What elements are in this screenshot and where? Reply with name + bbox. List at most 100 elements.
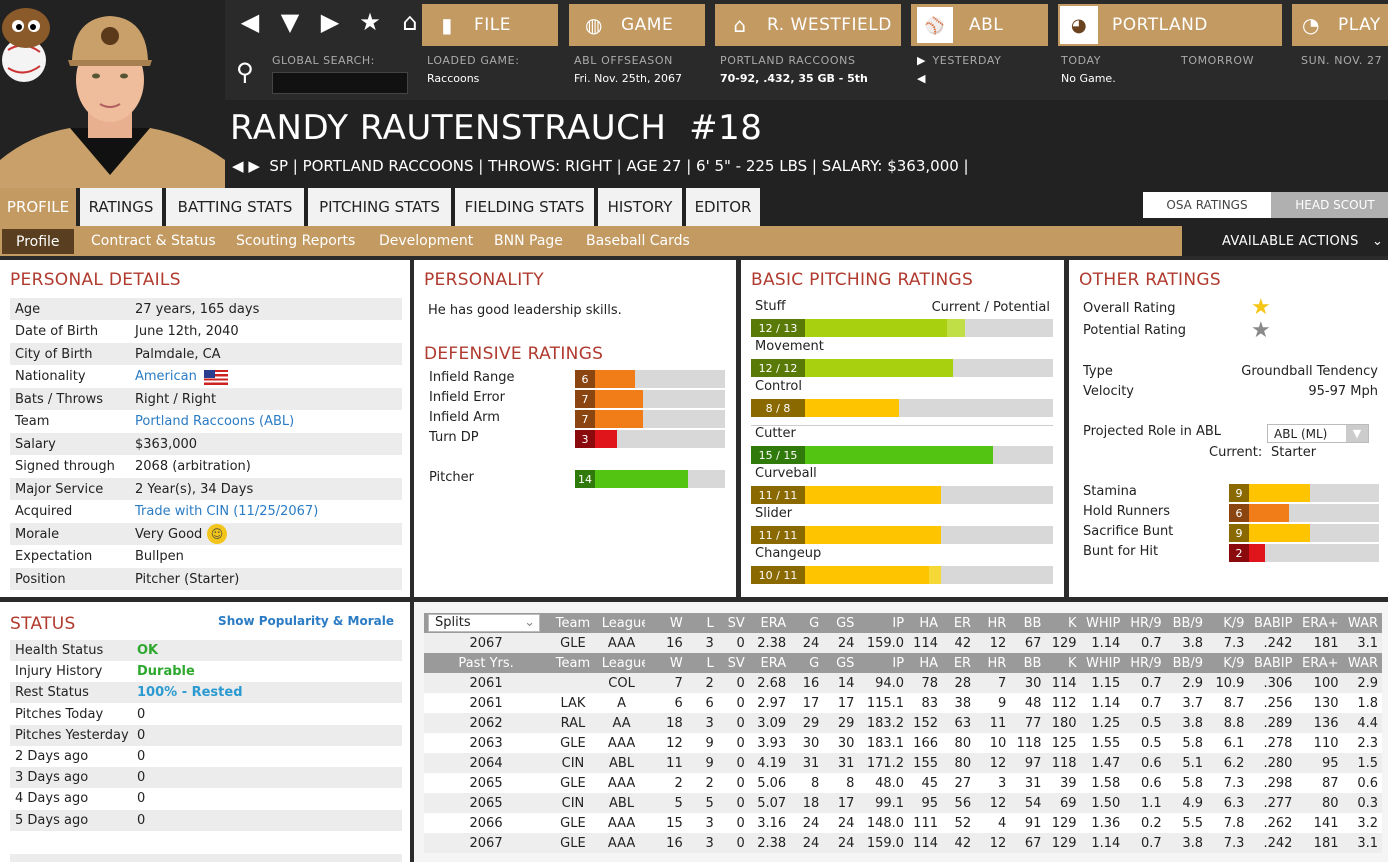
file-button[interactable]: ▮ FILE [422, 4, 558, 46]
stats-cell: .262 [1248, 813, 1297, 833]
stats-column-header[interactable]: G [790, 653, 824, 673]
head-scout-toggle[interactable]: HEAD SCOUT [1271, 192, 1388, 218]
stats-column-header[interactable]: Team [548, 613, 598, 633]
column-header-label: IP [892, 655, 905, 671]
dropdown-icon[interactable]: ▼ [280, 8, 300, 36]
next-player-icon[interactable]: ▶ [248, 157, 260, 175]
team-button[interactable]: ◕ PORTLAND [1058, 4, 1282, 46]
stats-column-header[interactable]: HA [908, 613, 942, 633]
stats-column-header[interactable]: WAR [1342, 613, 1382, 633]
home-icon[interactable]: ⌂ [402, 8, 418, 36]
projected-role-select[interactable]: ABL (ML) ▼ [1267, 424, 1369, 443]
detail-value: June 12th, 2040 [135, 324, 239, 339]
stats-column-header[interactable]: ERA [748, 653, 791, 673]
manager-button[interactable]: ⌂ R. WESTFIELD [715, 4, 901, 46]
tab-editor[interactable]: EDITOR [686, 188, 762, 226]
tab-batting-stats[interactable]: BATTING STATS [166, 188, 306, 226]
info-label: TOMORROW [1181, 54, 1255, 67]
subnav-contract-status[interactable]: Contract & Status [91, 233, 216, 249]
star-icon[interactable]: ★ [359, 8, 381, 36]
stats-column-header[interactable]: League [597, 613, 646, 633]
rating-value: 6 [1229, 504, 1249, 522]
stats-column-header[interactable]: SV [717, 653, 749, 673]
tab-fielding-stats[interactable]: FIELDING STATS [455, 188, 596, 226]
detail-label: Salary [15, 436, 56, 452]
show-popularity-morale-link[interactable]: Show Popularity & Morale [218, 614, 394, 628]
column-header-label: BB [1023, 655, 1042, 671]
stats-column-header[interactable]: ER [942, 613, 976, 633]
stats-cell: 2.68 [748, 673, 791, 693]
search-icon[interactable]: ⚲ [236, 58, 254, 86]
detail-row: Signed through 2068 (arbitration) [10, 456, 402, 478]
stats-column-header[interactable]: W [645, 613, 687, 633]
stats-column-header[interactable]: BABIP [1248, 613, 1297, 633]
stats-column-header[interactable]: SV [717, 613, 749, 633]
stats-column-header[interactable]: BABIP [1248, 653, 1297, 673]
detail-value[interactable]: Portland Raccoons (ABL) [135, 414, 295, 429]
column-header-label: HR/9 [1130, 655, 1162, 671]
velocity-label: Velocity [1083, 384, 1134, 399]
stats-column-header[interactable]: G [790, 613, 824, 633]
stats-column-header[interactable]: L [686, 653, 718, 673]
stats-column-header[interactable]: ER [942, 653, 976, 673]
subnav-scouting-reports[interactable]: Scouting Reports [236, 233, 356, 249]
detail-value[interactable]: American [135, 369, 197, 384]
global-search-input[interactable] [272, 72, 408, 94]
stats-column-header[interactable]: HR/9 [1124, 653, 1166, 673]
stats-column-header[interactable]: HR [975, 653, 1011, 673]
status-value: 0 [137, 770, 146, 786]
stats-cell: 2 [686, 773, 718, 793]
status-row: Pitches Today 0 [10, 704, 402, 725]
prev-player-icon[interactable]: ◀ [232, 157, 244, 175]
stats-column-header[interactable]: HR/9 [1124, 613, 1166, 633]
stats-column-header[interactable]: IP [858, 653, 909, 673]
stats-column-header[interactable]: Team [548, 653, 598, 673]
stats-column-header[interactable]: K/9 [1207, 653, 1249, 673]
stats-cell: 4.19 [748, 753, 791, 773]
play-button[interactable]: ◔ PLAY [1292, 4, 1388, 46]
stats-column-header[interactable]: ERA [748, 613, 791, 633]
subnav-development[interactable]: Development [379, 233, 474, 249]
osa-ratings-toggle[interactable]: OSA RATINGS [1143, 192, 1271, 218]
subnav-bnn-page[interactable]: BNN Page [494, 233, 563, 249]
splits-select[interactable]: Splits ⌄ [428, 614, 540, 632]
back-arrow-icon[interactable]: ◀ [240, 8, 260, 36]
stats-cell: 3 [686, 633, 718, 653]
stats-column-header[interactable]: HR [975, 613, 1011, 633]
stats-cell: 0.6 [1342, 773, 1382, 793]
stats-column-header[interactable]: BB [1010, 613, 1046, 633]
stats-cell: 3.8 [1165, 713, 1208, 733]
stats-column-header[interactable]: ERA+ [1296, 653, 1343, 673]
stats-column-header[interactable]: GS [823, 653, 859, 673]
tab-ratings[interactable]: RATINGS [80, 188, 164, 226]
pitch-rating-value: 15 / 15 [751, 446, 805, 464]
available-actions-menu[interactable]: AVAILABLE ACTIONS ⌄ [1182, 226, 1388, 256]
tab-pitching-stats[interactable]: PITCHING STATS [308, 188, 453, 226]
next-arrow-icon[interactable]: ▶ [917, 54, 926, 67]
forward-arrow-icon[interactable]: ▶ [320, 8, 340, 36]
subnav-profile[interactable]: Profile [2, 229, 74, 254]
stats-column-header[interactable]: BB [1010, 653, 1046, 673]
stats-column-header[interactable]: League [597, 653, 646, 673]
stats-column-header[interactable]: K [1045, 613, 1081, 633]
stats-column-header[interactable]: IP [858, 613, 909, 633]
subnav-baseball-cards[interactable]: Baseball Cards [586, 233, 690, 249]
game-button[interactable]: ◍ GAME [569, 4, 705, 46]
stats-column-header[interactable]: K/9 [1207, 613, 1249, 633]
tab-history[interactable]: HISTORY [598, 188, 684, 226]
stats-column-header[interactable]: W [645, 653, 687, 673]
stats-column-header[interactable]: ERA+ [1296, 613, 1343, 633]
stats-column-header[interactable]: BB/9 [1165, 613, 1208, 633]
prev-arrow-icon[interactable]: ◀ [917, 72, 926, 85]
stats-column-header[interactable]: HA [908, 653, 942, 673]
stats-column-header[interactable]: K [1045, 653, 1081, 673]
stats-column-header[interactable]: BB/9 [1165, 653, 1208, 673]
tab-profile[interactable]: PROFILE [0, 188, 78, 226]
stats-column-header[interactable]: WHIP [1080, 613, 1125, 633]
stats-column-header[interactable]: L [686, 613, 718, 633]
stats-column-header[interactable]: WAR [1342, 653, 1382, 673]
stats-column-header[interactable]: WHIP [1080, 653, 1125, 673]
stats-column-header[interactable]: GS [823, 613, 859, 633]
league-button[interactable]: ⚾ ABL [911, 4, 1048, 46]
detail-value[interactable]: Trade with CIN (11/25/2067) [135, 504, 319, 519]
